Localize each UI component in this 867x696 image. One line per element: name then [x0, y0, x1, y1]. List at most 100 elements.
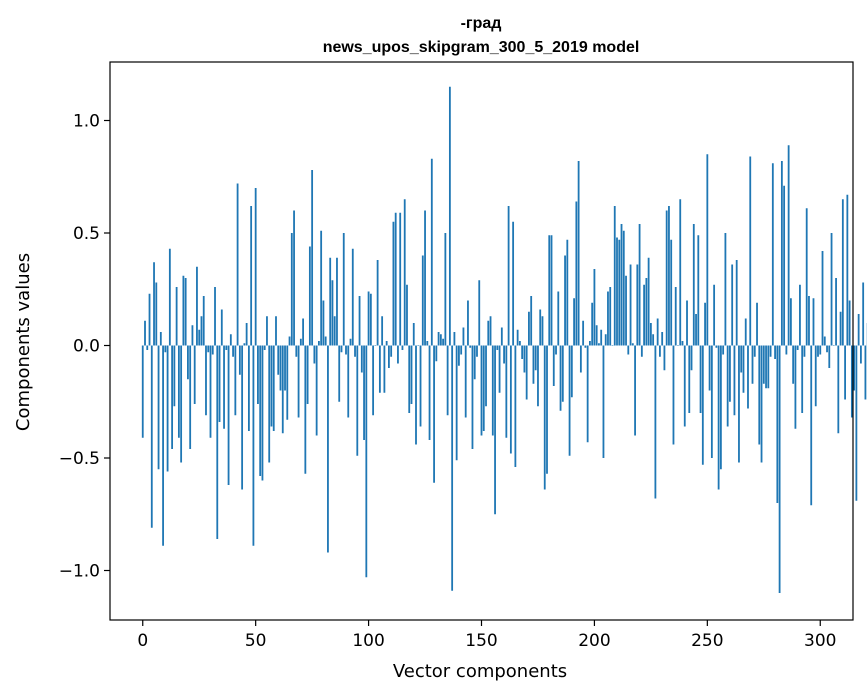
bar-138 [453, 332, 456, 346]
bar-35 [220, 309, 223, 346]
bar-219 [636, 264, 639, 346]
bar-145 [469, 345, 472, 348]
bar-46 [245, 323, 248, 346]
bar-82 [327, 345, 329, 553]
bar-269 [749, 156, 752, 346]
bar-290 [796, 345, 799, 350]
bar-168 [521, 345, 524, 359]
bar-91 [347, 345, 350, 418]
chart-subtitle: news_upos_skipgram_300_5_2019 model [323, 39, 640, 56]
bar-65 [288, 336, 291, 346]
bar-182 [552, 345, 555, 386]
bar-197 [586, 345, 589, 443]
bar-15 [175, 287, 178, 346]
x-tick-label: 50 [245, 631, 267, 651]
bar-95 [356, 345, 359, 456]
bar-254 [715, 345, 718, 348]
bar-280 [774, 345, 776, 359]
bar-203 [600, 329, 603, 346]
bar-54 [263, 345, 266, 350]
bar-285 [785, 345, 788, 355]
bar-18 [182, 275, 185, 346]
bar-259 [726, 345, 729, 427]
bar-3 [148, 293, 151, 346]
bar-74 [308, 246, 311, 346]
bar-156 [494, 345, 496, 515]
bar-50 [254, 188, 257, 346]
bar-146 [471, 345, 474, 449]
bar-61 [279, 345, 282, 391]
bar-43 [238, 345, 241, 375]
bar-128 [430, 158, 433, 346]
bar-300 [819, 345, 822, 355]
bar-245 [695, 314, 697, 346]
bar-193 [577, 161, 580, 346]
bar-31 [211, 345, 214, 355]
bar-14 [173, 345, 176, 407]
bar-281 [776, 345, 779, 503]
bar-8 [159, 332, 162, 346]
x-tick-label: 0 [137, 631, 148, 651]
bar-257 [722, 345, 725, 355]
bar-126 [426, 341, 429, 346]
bar-124 [421, 255, 424, 346]
bar-127 [428, 345, 431, 440]
bar-205 [604, 334, 607, 346]
bar-140 [458, 345, 460, 366]
bar-311 [844, 345, 846, 400]
bar-162 [507, 206, 510, 346]
bar-277 [767, 345, 770, 389]
bar-60 [277, 345, 280, 375]
bar-190 [570, 345, 573, 398]
bar-192 [575, 201, 578, 346]
bar-313 [848, 300, 851, 346]
bar-288 [792, 345, 795, 384]
bar-246 [697, 235, 700, 346]
bar-45 [243, 343, 246, 346]
bar-167 [518, 341, 521, 346]
bar-228 [656, 318, 659, 346]
bar-102 [372, 345, 375, 416]
bar-270 [751, 345, 754, 384]
bar-23 [193, 345, 196, 404]
bar-117 [406, 284, 408, 346]
bar-169 [523, 345, 526, 373]
bar-94 [354, 345, 356, 357]
bar-11 [166, 345, 169, 472]
bar-218 [634, 345, 636, 436]
bar-139 [455, 345, 458, 461]
bar-159 [500, 327, 503, 346]
bar-315 [853, 345, 856, 391]
bar-131 [437, 332, 440, 346]
bar-320 [864, 345, 867, 400]
bar-123 [419, 345, 422, 427]
bar-59 [275, 316, 277, 346]
bar-222 [643, 284, 646, 346]
bar-272 [756, 302, 758, 346]
bar-226 [652, 334, 655, 346]
bar-265 [740, 345, 743, 373]
bar-135 [446, 345, 449, 416]
bar-7 [157, 345, 160, 470]
bar-42 [236, 183, 239, 346]
bar-80 [322, 300, 325, 346]
bar-16 [177, 345, 180, 438]
x-tick-label: 150 [465, 631, 497, 651]
bar-47 [247, 345, 250, 431]
chart-title: -град [461, 15, 502, 32]
bar-180 [548, 235, 551, 346]
bar-97 [360, 345, 363, 373]
bar-100 [367, 291, 370, 346]
bar-75 [311, 170, 314, 346]
bar-79 [320, 230, 323, 346]
bar-41 [234, 345, 237, 416]
bar-297 [812, 298, 815, 346]
bar-289 [794, 345, 797, 429]
bar-20 [187, 345, 189, 380]
bar-250 [706, 154, 709, 346]
bar-120 [412, 323, 415, 346]
bar-191 [573, 298, 575, 346]
bar-26 [200, 316, 203, 346]
bar-241 [686, 300, 688, 346]
bar-63 [284, 345, 286, 391]
